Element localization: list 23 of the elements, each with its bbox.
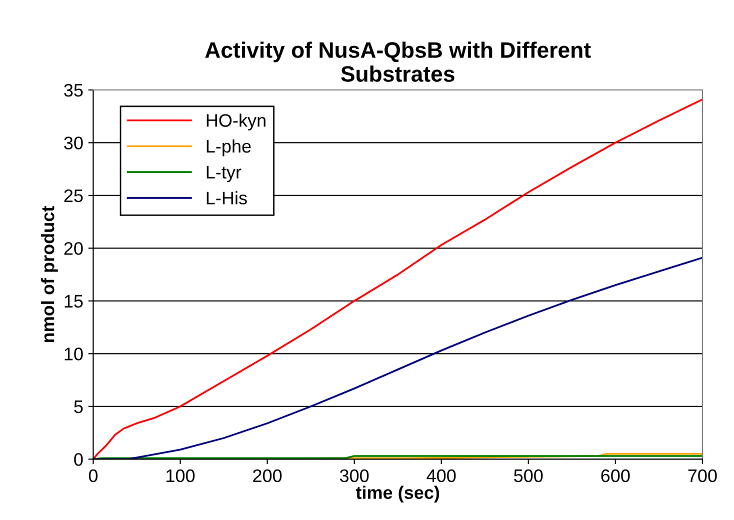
y-tick-label: 0 (74, 453, 83, 466)
y-tick-label: 10 (64, 348, 83, 360)
legend-label: L-tyr (206, 166, 242, 182)
x-tick-label: 300 (340, 469, 369, 482)
x-tick-label: 200 (253, 469, 282, 482)
y-tick-label: 20 (64, 242, 83, 255)
x-tick-label: 100 (166, 469, 195, 482)
x-axis-title: time (sec) (356, 486, 440, 503)
y-tick-label: 35 (64, 84, 83, 97)
chart-title: Activity of NusA-QbsB with Different Substrates (205, 42, 591, 82)
y-tick-label: 30 (64, 136, 83, 150)
legend-label: HO-kyn (206, 114, 266, 130)
x-tick-label: 700 (688, 469, 717, 482)
legend-label: L-phe (206, 139, 251, 156)
x-tick-label: 500 (514, 469, 543, 482)
y-tick-label: 5 (74, 400, 83, 414)
y-tick-label: 15 (64, 295, 83, 308)
x-tick-label: 600 (601, 469, 630, 482)
y-axis-title: nmol of product (41, 206, 58, 342)
legend-label: L-His (206, 191, 247, 204)
x-tick-label: 400 (426, 469, 456, 482)
y-tick-label: 25 (64, 189, 83, 202)
x-tick-label: 0 (88, 469, 98, 482)
